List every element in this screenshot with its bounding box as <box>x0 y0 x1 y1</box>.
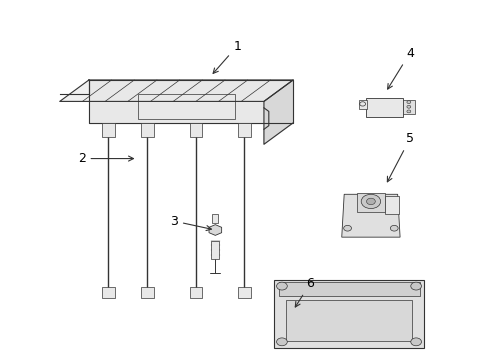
Circle shape <box>343 225 351 231</box>
Polygon shape <box>264 80 292 144</box>
Circle shape <box>276 282 287 290</box>
Bar <box>238 123 250 137</box>
Circle shape <box>406 110 410 113</box>
Bar <box>189 123 202 137</box>
Bar <box>357 193 384 212</box>
Circle shape <box>406 101 410 104</box>
Circle shape <box>406 105 410 108</box>
Bar <box>189 287 202 298</box>
Bar <box>212 214 218 223</box>
Circle shape <box>276 338 287 346</box>
Bar <box>366 98 402 117</box>
Text: 6: 6 <box>295 277 313 307</box>
Text: 5: 5 <box>386 132 413 182</box>
Polygon shape <box>208 225 221 235</box>
Bar <box>238 287 250 298</box>
Text: 4: 4 <box>387 47 413 89</box>
Bar <box>141 287 153 298</box>
Bar <box>102 287 115 298</box>
Bar <box>285 300 411 341</box>
Polygon shape <box>341 194 399 237</box>
Text: 2: 2 <box>78 152 133 165</box>
Circle shape <box>366 198 374 204</box>
Circle shape <box>410 338 421 346</box>
Bar <box>141 123 153 137</box>
Polygon shape <box>89 80 292 123</box>
Bar <box>278 282 419 296</box>
Circle shape <box>410 282 421 290</box>
Bar <box>402 100 414 114</box>
Text: 1: 1 <box>213 40 241 73</box>
Text: 3: 3 <box>170 215 211 230</box>
Bar <box>211 241 219 258</box>
Bar <box>102 123 115 137</box>
Circle shape <box>389 225 397 231</box>
Bar <box>384 196 398 214</box>
Circle shape <box>361 194 380 208</box>
Polygon shape <box>60 80 292 102</box>
Bar <box>273 280 424 348</box>
Bar <box>358 100 366 109</box>
